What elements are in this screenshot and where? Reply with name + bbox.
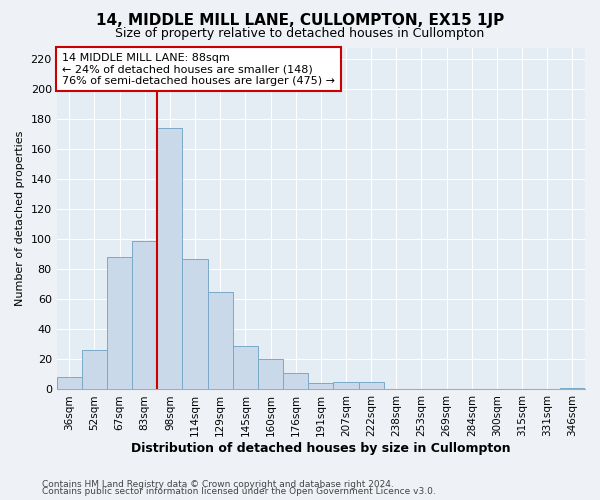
Bar (107, 258, 132, 390)
Text: 14, MIDDLE MILL LANE, CULLOMPTON, EX15 1JP: 14, MIDDLE MILL LANE, CULLOMPTON, EX15 1… (96, 12, 504, 28)
Bar (56, 378, 82, 390)
Bar (208, 292, 233, 390)
Text: Size of property relative to detached houses in Cullompton: Size of property relative to detached ho… (115, 28, 485, 40)
Bar (132, 241, 157, 390)
Bar (157, 128, 182, 390)
Text: Contains HM Land Registry data © Crown copyright and database right 2024.: Contains HM Land Registry data © Crown c… (42, 480, 394, 489)
Bar (233, 346, 258, 390)
Y-axis label: Number of detached properties: Number of detached properties (15, 131, 25, 306)
Bar (308, 384, 334, 390)
Bar (334, 382, 359, 390)
Bar (182, 259, 208, 390)
Bar (560, 388, 585, 390)
Text: 14 MIDDLE MILL LANE: 88sqm
← 24% of detached houses are smaller (148)
76% of sem: 14 MIDDLE MILL LANE: 88sqm ← 24% of deta… (62, 52, 335, 86)
Bar (258, 360, 283, 390)
Bar (359, 382, 384, 390)
Text: Contains public sector information licensed under the Open Government Licence v3: Contains public sector information licen… (42, 488, 436, 496)
Bar (82, 350, 107, 390)
X-axis label: Distribution of detached houses by size in Cullompton: Distribution of detached houses by size … (131, 442, 511, 455)
Bar (283, 373, 308, 390)
